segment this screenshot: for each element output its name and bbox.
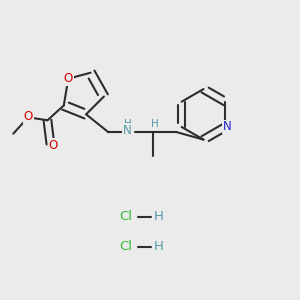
Text: H: H — [153, 210, 163, 224]
Text: H: H — [152, 119, 159, 129]
Text: Cl: Cl — [120, 240, 133, 253]
Text: O: O — [49, 139, 58, 152]
Text: N: N — [123, 124, 132, 137]
Text: N: N — [223, 121, 231, 134]
Text: Cl: Cl — [120, 210, 133, 224]
Text: O: O — [23, 110, 33, 123]
Text: O: O — [64, 72, 73, 85]
Text: H: H — [124, 119, 132, 129]
Text: H: H — [153, 240, 163, 253]
